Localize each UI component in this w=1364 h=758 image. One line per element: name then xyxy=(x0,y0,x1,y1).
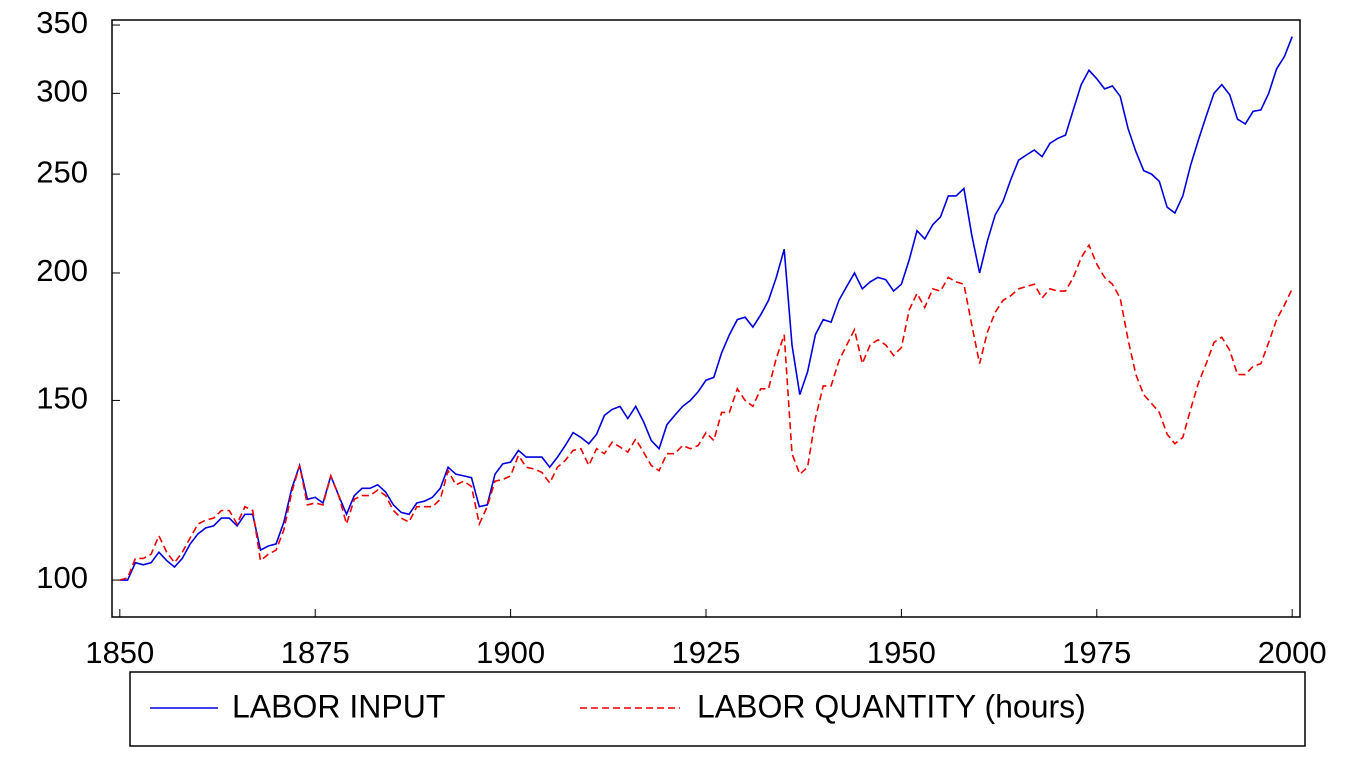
legend-label: LABOR INPUT xyxy=(232,688,445,724)
y-tick-label: 300 xyxy=(36,74,88,109)
x-tick-label: 1925 xyxy=(672,635,741,670)
x-tick-label: 1875 xyxy=(281,635,350,670)
x-tick-label: 1975 xyxy=(1062,635,1131,670)
series-line xyxy=(119,243,1293,581)
x-tick-label: 2000 xyxy=(1258,635,1327,670)
x-tick-label: 1850 xyxy=(85,635,154,670)
legend-label: LABOR QUANTITY (hours) xyxy=(697,688,1086,724)
y-tick-label: 350 xyxy=(36,5,88,40)
plot-frame xyxy=(111,19,1301,618)
series-line xyxy=(119,36,1293,581)
y-tick-label: 250 xyxy=(36,154,88,189)
y-tick-label: 200 xyxy=(36,253,88,288)
x-tick-label: 1950 xyxy=(867,635,936,670)
x-tick-label: 1900 xyxy=(476,635,545,670)
y-tick-label: 150 xyxy=(36,381,88,416)
y-tick-label: 100 xyxy=(36,560,88,595)
legend-box xyxy=(129,671,1306,747)
